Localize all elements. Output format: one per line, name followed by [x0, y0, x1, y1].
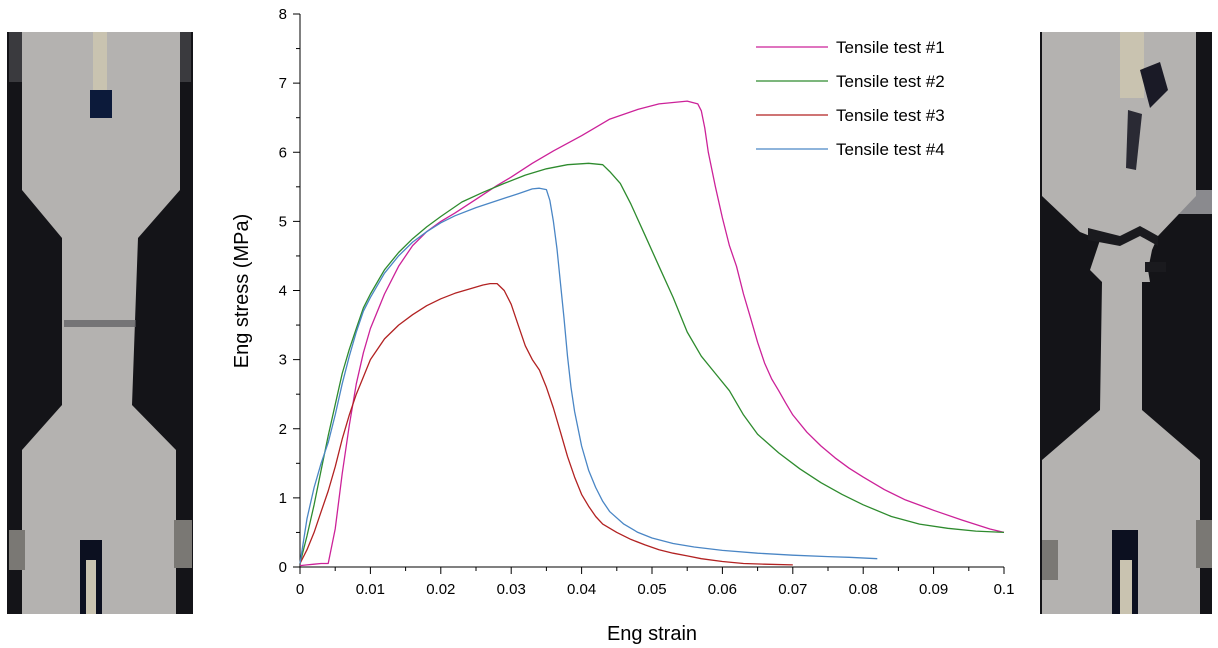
left-photo-clamp [174, 520, 192, 568]
y-axis-label: Eng stress (MPa) [231, 214, 253, 368]
y-tick-label: 0 [279, 559, 287, 576]
y-tick-label: 2 [279, 421, 287, 438]
right-specimen-top-damage [1140, 62, 1168, 108]
chart-series [299, 100, 1005, 567]
y-tick-label: 3 [279, 352, 287, 369]
right-specimen-fracture-edge [1145, 262, 1166, 272]
left-specimen-top-tab [93, 32, 107, 94]
x-tick-label: 0.04 [567, 581, 596, 598]
y-tick-label: 7 [279, 75, 287, 92]
left-specimen-mark-line [64, 320, 136, 327]
chart-legend: Tensile test #1 Tensile test #2 Tensile te… [756, 38, 945, 159]
right-specimen-fracture [1088, 226, 1158, 246]
right-specimen-bottom-tab [1120, 560, 1132, 614]
y-tick-label: 1 [279, 490, 287, 507]
legend-label-test-1: Tensile test #1 [836, 38, 945, 57]
specimen-fractured-photo [1040, 32, 1212, 614]
left-photo-grip-bar [9, 32, 23, 82]
legend-label-test-4: Tensile test #4 [836, 140, 945, 159]
right-photo-clamp [1042, 540, 1058, 580]
x-tick-label: 0.08 [849, 581, 878, 598]
x-tick-label: 0.06 [708, 581, 737, 598]
left-specimen-bottom-tab [86, 560, 96, 614]
x-tick-label: 0 [296, 581, 304, 598]
x-tick-label: 0.02 [426, 581, 455, 598]
series-line-test-3 [299, 282, 793, 566]
legend-label-test-2: Tensile test #2 [836, 72, 945, 91]
y-tick-label: 5 [279, 213, 287, 230]
x-tick-label: 0.1 [994, 581, 1015, 598]
x-tick-label: 0.01 [356, 581, 385, 598]
series-line-test-1 [299, 100, 1005, 567]
y-tick-label: 8 [279, 6, 287, 23]
y-tick-label: 4 [279, 283, 287, 300]
right-specimen-crack [1126, 110, 1142, 170]
series-line-test-2 [299, 162, 1005, 564]
left-photo-clamp [9, 530, 25, 570]
right-photo-clamp [1196, 520, 1212, 568]
series-line-test-4 [299, 187, 878, 564]
specimen-before-test-photo [7, 32, 193, 614]
chart-axes: 0 0.01 0.02 0.03 0.04 0.05 0.06 0.07 0.08 0.09 0.1… [279, 6, 1015, 598]
x-tick-label: 0.07 [778, 581, 807, 598]
x-tick-label: 0.09 [919, 581, 948, 598]
stress-strain-chart: 0 0.01 0.02 0.03 0.04 0.05 0.06 0.07 0.08 0.09 0.1… [231, 6, 1014, 645]
legend-label-test-3: Tensile test #3 [836, 106, 945, 125]
x-tick-label: 0.03 [497, 581, 526, 598]
right-specimen-body [1042, 32, 1200, 614]
right-specimen-top-tab [1120, 32, 1144, 98]
x-tick-label: 0.05 [637, 581, 666, 598]
left-specimen-top-damage [90, 90, 112, 118]
y-tick-label: 6 [279, 144, 287, 161]
x-axis-label: Eng strain [607, 623, 697, 645]
